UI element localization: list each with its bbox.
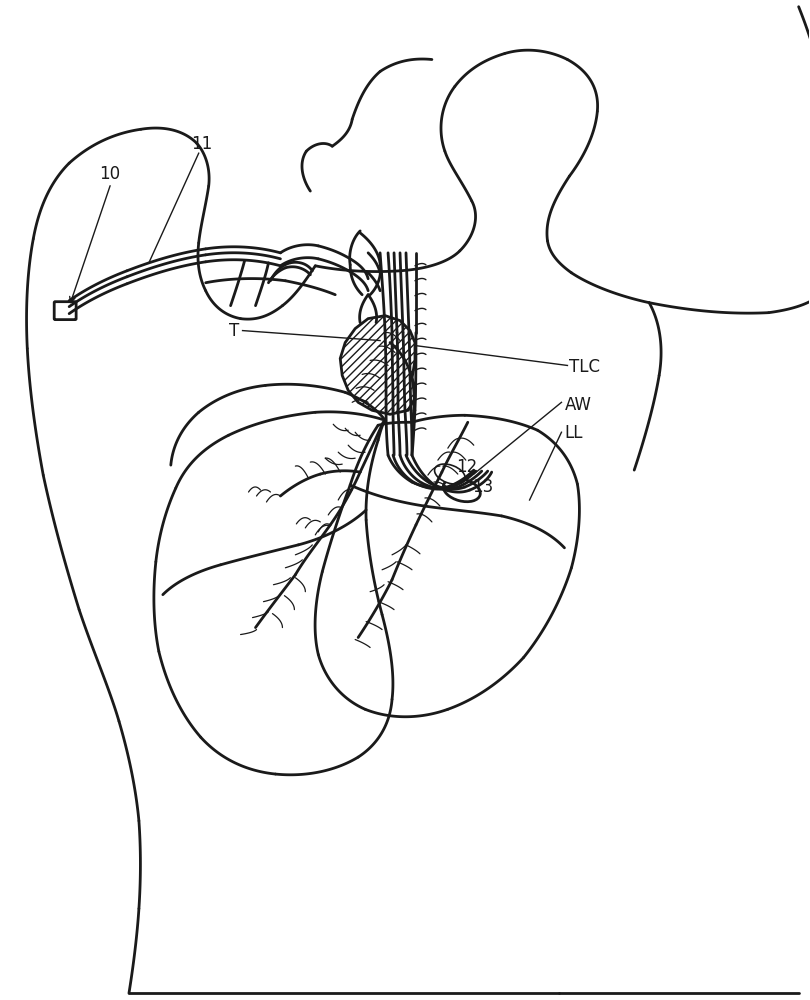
Text: 10: 10 bbox=[99, 165, 120, 183]
Text: LL: LL bbox=[565, 424, 583, 442]
Ellipse shape bbox=[443, 478, 480, 502]
Text: 11: 11 bbox=[190, 135, 212, 153]
Text: TLC: TLC bbox=[569, 358, 600, 376]
Text: 12: 12 bbox=[456, 458, 477, 476]
Text: AW: AW bbox=[565, 396, 591, 414]
Ellipse shape bbox=[434, 464, 465, 484]
FancyBboxPatch shape bbox=[54, 302, 76, 320]
Polygon shape bbox=[340, 316, 415, 414]
Text: 13: 13 bbox=[471, 478, 493, 496]
Text: T: T bbox=[228, 322, 239, 340]
